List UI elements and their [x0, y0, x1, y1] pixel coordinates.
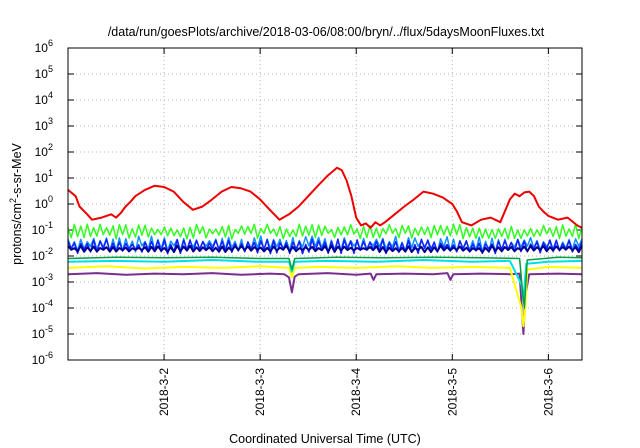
- series-line: [67, 256, 583, 309]
- y-tick-label: 10-2: [32, 246, 53, 263]
- y-tick-label-base: 10: [32, 327, 46, 341]
- y-tick-label-base: 10: [35, 41, 49, 55]
- y-tick-label: 103: [35, 116, 53, 133]
- plot-frame: [67, 47, 583, 361]
- chart-title: /data/run/goesPlots/archive/2018-03-06/0…: [108, 25, 545, 39]
- y-tick-label-base: 10: [35, 93, 49, 107]
- y-tick-label: 106: [35, 38, 53, 55]
- y-tick-label-exponent: -1: [45, 220, 53, 230]
- series-line: [67, 244, 583, 254]
- y-tick-label: 105: [35, 64, 53, 81]
- y-tick-label: 102: [35, 142, 53, 159]
- y-axis-label-superscript: 2: [8, 198, 18, 203]
- x-tick-label: 2018-3-2: [157, 368, 171, 416]
- y-tick-label-base: 10: [32, 223, 46, 237]
- series-line: [67, 272, 583, 335]
- y-tick-label-base: 10: [35, 145, 49, 159]
- y-axis-ticks: 10610510410310210110010-110-210-310-410-…: [32, 38, 582, 367]
- y-tick-label-base: 10: [35, 197, 49, 211]
- y-tick-label-exponent: -2: [45, 246, 53, 256]
- x-tick-label: 2018-3-5: [445, 368, 459, 416]
- y-tick-label-base: 10: [32, 249, 46, 263]
- y-tick-label-base: 10: [35, 171, 49, 185]
- grid-lines: [68, 48, 582, 360]
- y-tick-label-base: 10: [35, 119, 49, 133]
- x-axis-label: Coordinated Universal Time (UTC): [229, 432, 421, 446]
- y-tick-label-exponent: 3: [48, 116, 53, 126]
- y-tick-label-exponent: 1: [48, 168, 53, 178]
- y-tick-label-base: 10: [35, 67, 49, 81]
- x-axis-ticks: 2018-3-2 2018-3-3 2018-3-4 2018-3-5 2018-3-6: [157, 48, 555, 416]
- y-tick-label-exponent: 2: [48, 142, 53, 152]
- series-group: [67, 166, 583, 335]
- y-tick-label-exponent: 5: [48, 64, 53, 74]
- y-tick-label-exponent: -5: [45, 324, 53, 334]
- y-tick-label: 10-4: [32, 298, 53, 315]
- y-tick-label: 10-6: [32, 350, 53, 367]
- y-tick-label-exponent: -6: [45, 350, 53, 360]
- y-axis-label-rest: -s-sr-MeV: [10, 142, 24, 198]
- y-tick-label-exponent: -3: [45, 272, 53, 282]
- y-tick-label-base: 10: [32, 353, 46, 367]
- series-line: [67, 259, 583, 302]
- y-tick-label-base: 10: [32, 301, 46, 315]
- series-line: [67, 223, 583, 240]
- y-tick-label: 104: [35, 90, 53, 107]
- y-tick-label-exponent: 6: [48, 38, 53, 48]
- y-tick-label: 10-5: [32, 324, 53, 341]
- y-axis-label-base: protons/cm: [10, 203, 24, 265]
- y-tick-label-exponent: -4: [45, 298, 53, 308]
- series-line-red: [67, 166, 583, 229]
- y-tick-label: 101: [35, 168, 53, 185]
- y-tick-label-exponent: 4: [48, 90, 53, 100]
- y-tick-label: 10-3: [32, 272, 53, 289]
- y-tick-label: 100: [35, 194, 53, 211]
- series-line: [67, 265, 583, 328]
- y-tick-label-base: 10: [32, 275, 46, 289]
- x-tick-label: 2018-3-3: [253, 368, 267, 416]
- y-tick-label-exponent: 0: [48, 194, 53, 204]
- x-tick-label: 2018-3-4: [349, 368, 363, 416]
- y-tick-label: 10-1: [32, 220, 53, 237]
- x-tick-label: 2018-3-6: [541, 368, 555, 416]
- y-axis-label: protons/cm2-s-sr-MeV: [8, 142, 24, 264]
